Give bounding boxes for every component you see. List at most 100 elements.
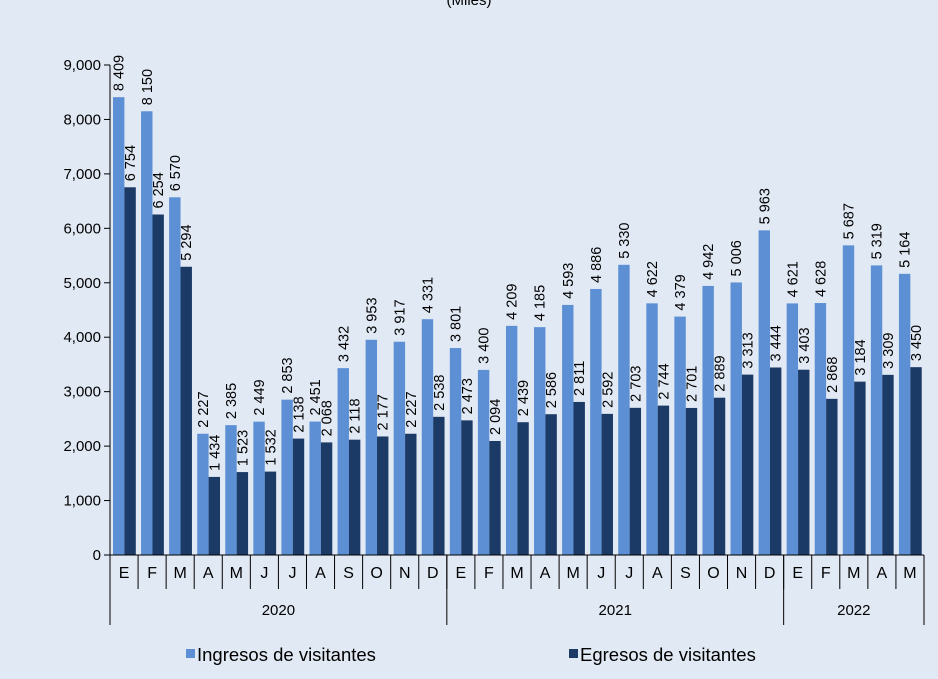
y-tick-label: 1,000 <box>63 493 101 510</box>
x-tick-label: A <box>652 565 663 582</box>
bar-ingresos <box>365 339 378 555</box>
x-tick-label: A <box>877 565 888 582</box>
x-tick-label: F <box>484 565 494 582</box>
legend-label-ingresos: Ingresos de visitantes <box>197 644 376 665</box>
x-tick-label: A <box>540 565 551 582</box>
data-label-egresos: 3 450 <box>909 325 925 361</box>
bar-ingresos <box>113 97 125 555</box>
y-tick-label: 7,000 <box>63 166 101 183</box>
x-tick-label: N <box>736 565 748 582</box>
year-label: 2022 <box>837 602 870 619</box>
bar-egresos <box>545 414 557 555</box>
data-label-egresos: 2 177 <box>376 394 392 430</box>
x-tick-label: E <box>456 565 467 582</box>
legend-swatch-ingresos <box>186 649 195 658</box>
bar-egresos <box>348 439 361 555</box>
bar-ingresos <box>393 341 406 555</box>
x-tick-label: M <box>847 565 860 582</box>
data-label-ingresos: 6 570 <box>168 155 184 191</box>
bar-ingresos <box>141 111 153 556</box>
x-tick-label: D <box>764 565 776 582</box>
bar-ingresos <box>337 368 349 555</box>
x-tick-label: M <box>174 565 187 582</box>
data-label-ingresos: 8 409 <box>112 55 128 91</box>
data-label-ingresos: 5 319 <box>870 223 886 259</box>
data-label-ingresos: 4 942 <box>701 244 717 280</box>
axes-layer: 0 1,000 2,000 3,000 4,000 5,000 6,000 7,000 8,00… <box>63 57 925 625</box>
bar-ingresos <box>534 327 546 555</box>
data-label-egresos: 3 313 <box>741 332 757 368</box>
chart-subtitle: (Miles) <box>447 0 492 9</box>
data-label-ingresos: 2 385 <box>224 383 240 419</box>
bar-egresos <box>657 405 670 555</box>
data-label-egresos: 3 184 <box>853 339 869 375</box>
bar-ingresos <box>449 348 462 555</box>
data-label-ingresos: 4 379 <box>673 274 689 310</box>
bar-ingresos <box>870 265 883 555</box>
bar-ingresos <box>309 421 321 555</box>
data-label-egresos: 2 701 <box>684 366 700 402</box>
bar-egresos <box>882 374 894 555</box>
data-label-egresos: 2 138 <box>292 396 308 432</box>
x-tick-label: J <box>597 565 605 582</box>
data-label-ingresos: 4 622 <box>645 261 661 297</box>
data-label-ingresos: 4 209 <box>505 284 521 320</box>
x-tick-label: A <box>203 565 214 582</box>
data-label-egresos: 6 754 <box>123 145 139 181</box>
bar-egresos <box>377 436 389 555</box>
bar-egresos <box>854 381 866 555</box>
data-label-egresos: 2 118 <box>348 398 364 433</box>
data-label-ingresos: 2 227 <box>196 391 212 427</box>
bar-egresos <box>573 401 585 555</box>
bar-egresos <box>292 438 305 555</box>
bar-ingresos <box>730 282 742 555</box>
y-tick-label: 9,000 <box>63 57 101 74</box>
y-tick-label: 8,000 <box>63 111 101 128</box>
x-tick-label: M <box>566 565 579 582</box>
data-label-egresos: 2 592 <box>600 372 616 408</box>
x-tick-label: F <box>147 565 157 582</box>
data-label-egresos: 2 538 <box>432 375 448 411</box>
data-label-ingresos: 3 953 <box>364 297 380 333</box>
data-label-egresos: 5 294 <box>179 224 195 260</box>
bar-ingresos <box>898 273 911 555</box>
bar-egresos <box>405 433 417 555</box>
data-label-egresos: 6 254 <box>151 172 167 208</box>
bar-egresos <box>152 214 164 555</box>
bar-egresos <box>124 187 136 555</box>
bar-egresos <box>433 416 445 555</box>
bar-ingresos <box>758 230 770 555</box>
x-tick-label: O <box>707 565 719 582</box>
y-tick-label: 3,000 <box>63 384 101 401</box>
bar-ingresos <box>786 303 799 555</box>
data-label-ingresos: 4 331 <box>420 277 436 313</box>
bar-ingresos <box>590 288 602 555</box>
data-label-egresos: 2 889 <box>713 355 729 391</box>
bar-ingresos <box>197 433 209 555</box>
bar-ingresos <box>421 319 434 555</box>
x-tick-label: M <box>230 565 243 582</box>
bar-egresos <box>713 397 726 555</box>
bar-egresos <box>910 367 922 555</box>
data-label-egresos: 2 473 <box>460 378 476 414</box>
bar-ingresos <box>702 285 714 555</box>
legend-swatch-egresos <box>569 649 578 658</box>
data-label-egresos: 3 444 <box>769 325 785 361</box>
data-label-ingresos: 3 917 <box>392 299 408 335</box>
bar-ingresos <box>505 325 518 555</box>
data-label-ingresos: 4 886 <box>589 247 605 283</box>
data-label-egresos: 1 434 <box>207 435 223 471</box>
year-label: 2021 <box>599 602 632 619</box>
bar-ingresos <box>225 425 237 555</box>
y-tick-label: 2,000 <box>63 438 101 455</box>
data-label-egresos: 2 439 <box>516 380 532 416</box>
data-label-egresos: 3 309 <box>881 333 897 369</box>
bar-ingresos <box>842 245 855 555</box>
bar-ingresos <box>562 304 574 555</box>
data-label-egresos: 2 811 <box>572 361 588 396</box>
data-label-ingresos: 4 185 <box>533 285 549 321</box>
bar-egresos <box>236 472 249 555</box>
year-label: 2020 <box>262 602 295 619</box>
data-label-egresos: 2 868 <box>825 357 841 393</box>
